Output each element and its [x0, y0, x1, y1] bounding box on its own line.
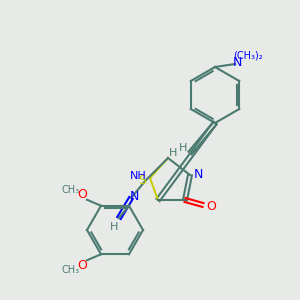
Text: NH: NH — [130, 171, 146, 181]
Text: N: N — [193, 169, 203, 182]
Text: O: O — [77, 259, 87, 272]
Text: N: N — [232, 56, 242, 68]
Text: H: H — [110, 222, 118, 232]
Text: H: H — [169, 148, 178, 158]
Text: S: S — [138, 173, 146, 187]
Text: CH₃: CH₃ — [62, 185, 80, 195]
Text: O: O — [206, 200, 216, 214]
Text: N: N — [129, 190, 139, 203]
Text: CH₃: CH₃ — [62, 265, 80, 275]
Text: (CH₃)₂: (CH₃)₂ — [233, 51, 263, 61]
Text: O: O — [77, 188, 87, 201]
Text: H: H — [179, 143, 187, 153]
